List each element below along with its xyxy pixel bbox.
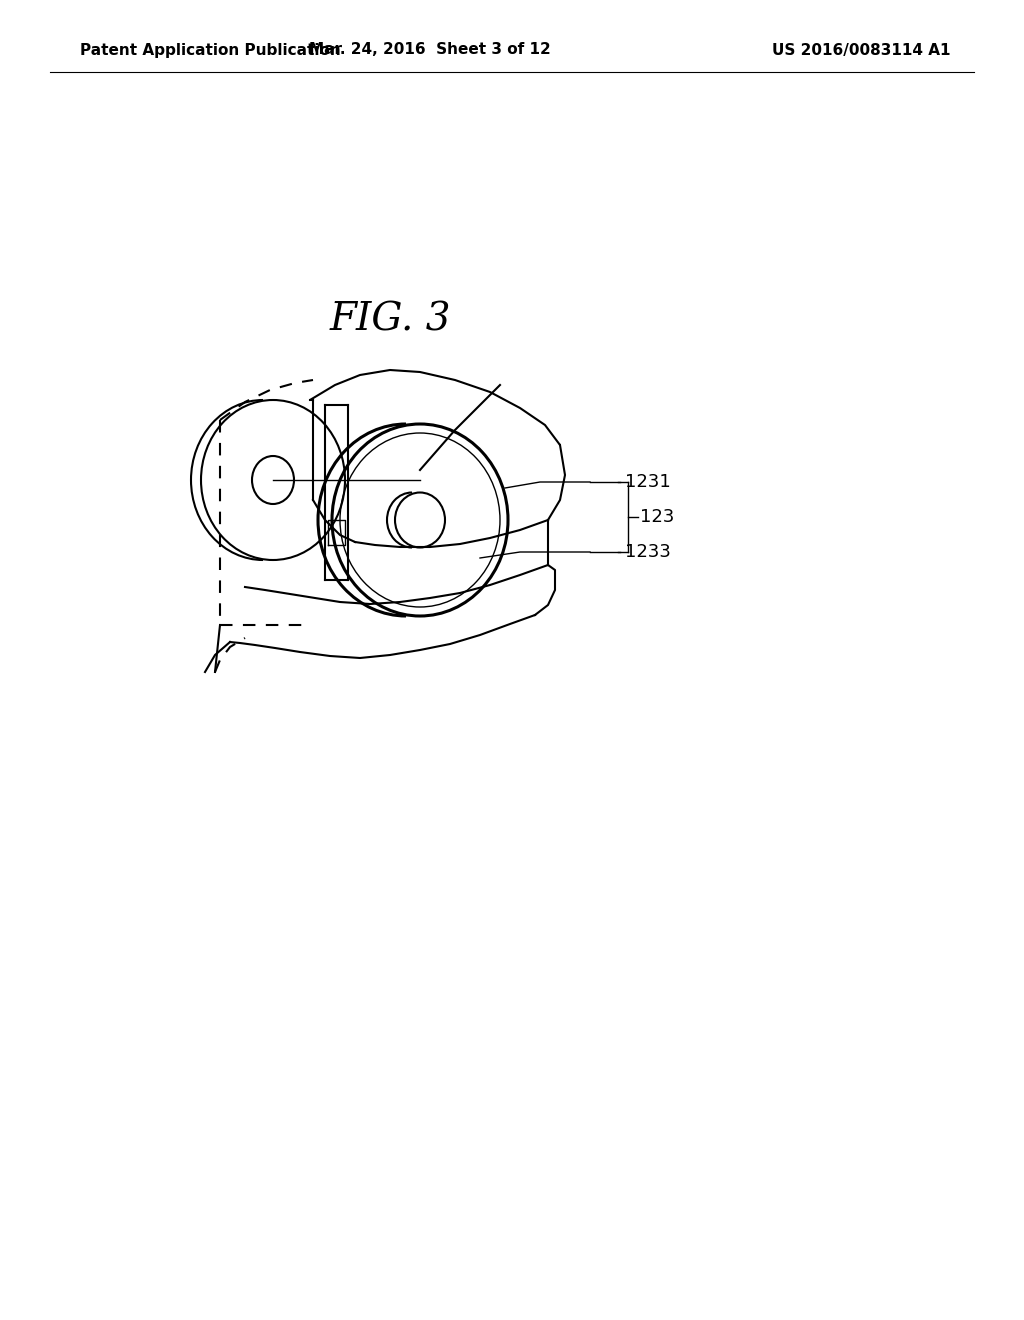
Text: 123: 123: [640, 508, 675, 525]
Text: Patent Application Publication: Patent Application Publication: [80, 42, 341, 58]
Text: 1231: 1231: [625, 473, 671, 491]
Text: FIG. 3: FIG. 3: [330, 301, 451, 338]
Text: US 2016/0083114 A1: US 2016/0083114 A1: [771, 42, 950, 58]
Text: 1233: 1233: [625, 543, 671, 561]
Text: Mar. 24, 2016  Sheet 3 of 12: Mar. 24, 2016 Sheet 3 of 12: [309, 42, 551, 58]
